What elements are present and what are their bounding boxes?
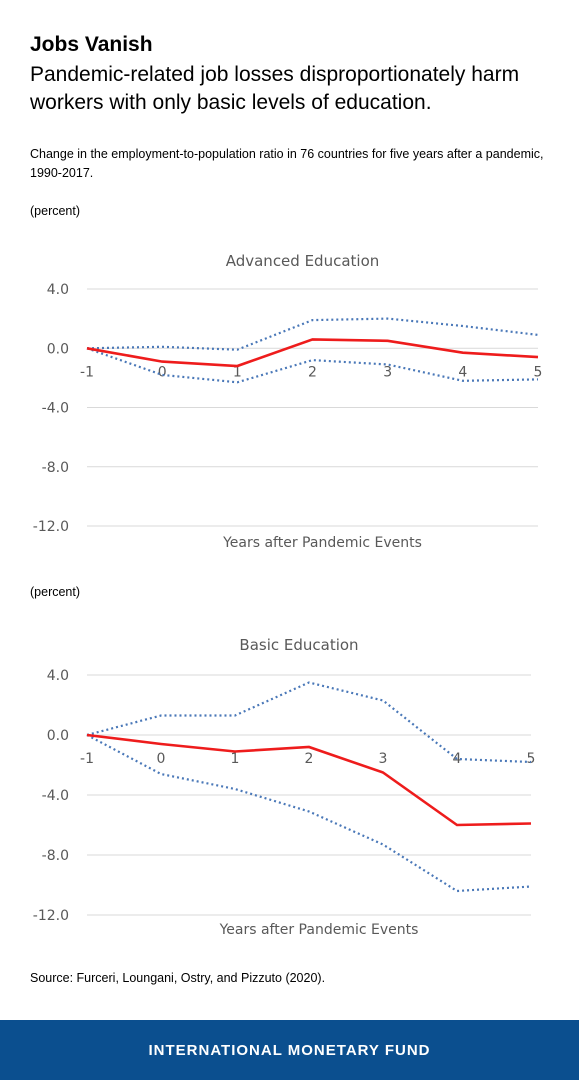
x-tick-label: 1: [233, 364, 242, 380]
chart-advanced-svg: Advanced Education 4.0 0.0 -4.0 -8.0 -12.0 -1 0…: [33, 252, 543, 551]
y-tick-label: 0.0: [47, 341, 69, 357]
y-tick-label: -8.0: [42, 848, 69, 864]
x-tick-label: 4: [458, 364, 467, 380]
footer-org-name: INTERNATIONAL MONETARY FUND: [148, 1041, 431, 1059]
x-tick-label: 5: [534, 364, 543, 380]
x-tick-label: 0: [157, 751, 166, 767]
x-tick-label: 3: [379, 751, 388, 767]
x-tick-label: -1: [80, 364, 94, 380]
y-tick-label: -12.0: [33, 908, 69, 924]
x-tick-label: -1: [80, 751, 94, 767]
source-note: Source: Furceri, Loungani, Ostry, and Pi…: [30, 971, 326, 985]
chart-basic-education: Basic Education 4.0 0.0 -4.0 -8.0 -12.0 -1 0 1 2 3…: [0, 620, 579, 945]
y-tick-label: -4.0: [42, 401, 69, 417]
chart-description: Change in the employment-to-population r…: [30, 147, 544, 180]
x-tick-label: 5: [527, 751, 536, 767]
y-tick-label: 0.0: [47, 728, 69, 744]
x-tick-label: 4: [453, 751, 462, 767]
y-tick-label: -12.0: [33, 519, 69, 535]
y-tick-label: -8.0: [42, 460, 69, 476]
x-tick-label: 1: [231, 751, 240, 767]
series-line-confidence-band: [86, 681, 532, 764]
chart-title: Advanced Education: [226, 252, 380, 270]
y-tick-label: 4.0: [47, 668, 69, 684]
unit-label-basic: (percent): [30, 585, 81, 599]
chart-title: Basic Education: [239, 636, 358, 654]
y-tick-label: 4.0: [47, 282, 69, 298]
page-title: Jobs Vanish: [30, 33, 153, 56]
chart-advanced-education: Advanced Education 4.0 0.0 -4.0 -8.0 -12.0 -1 0…: [0, 240, 579, 560]
series-line-estimate: [86, 338, 539, 368]
chart-basic-svg: Basic Education 4.0 0.0 -4.0 -8.0 -12.0 -1 0 1 2 3…: [33, 636, 536, 938]
x-tick-label: 2: [305, 751, 314, 767]
x-tick-label: 2: [308, 364, 317, 380]
series-line-confidence-band: [86, 734, 532, 893]
series-line-confidence-band: [86, 317, 539, 351]
y-tick-label: -4.0: [42, 788, 69, 804]
x-axis-title: Years after Pandemic Events: [219, 922, 419, 938]
footer-bar: INTERNATIONAL MONETARY FUND: [0, 1020, 579, 1080]
unit-label-advanced: (percent): [30, 204, 81, 218]
x-tick-label: 0: [158, 364, 167, 380]
series-line-confidence-band: [86, 347, 539, 384]
page-subtitle: Pandemic-related job losses disproportio…: [30, 63, 520, 114]
x-axis-title: Years after Pandemic Events: [222, 535, 422, 551]
series-line-estimate: [86, 733, 532, 827]
x-tick-label: 3: [383, 364, 392, 380]
